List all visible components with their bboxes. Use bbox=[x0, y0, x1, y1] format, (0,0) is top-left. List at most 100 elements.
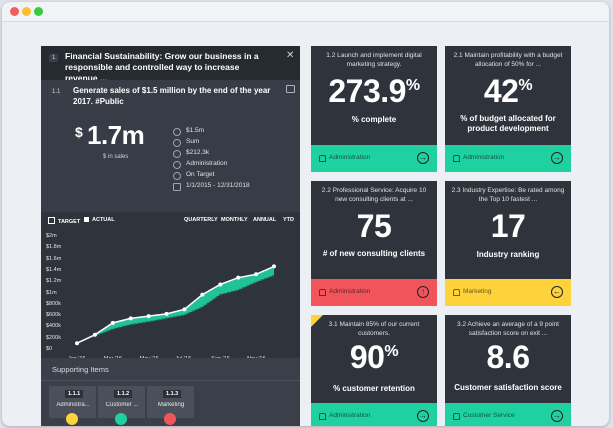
actual-point[interactable] bbox=[182, 307, 187, 312]
legend-actual-swatch bbox=[84, 217, 89, 222]
card-footer: Marketing ← bbox=[445, 279, 571, 306]
bell-icon bbox=[453, 289, 460, 296]
status-arrow-icon[interactable]: → bbox=[417, 410, 429, 422]
card-description: 3.1 Maintain 85% of our current customer… bbox=[328, 321, 420, 337]
y-tick-label: $1.2m bbox=[46, 278, 62, 285]
y-tick-label: $800k bbox=[46, 300, 61, 307]
y-tick-label: $400k bbox=[46, 323, 61, 330]
card-label: % complete bbox=[351, 115, 397, 124]
measure-title: Generate sales of $1.5 million by the en… bbox=[73, 86, 271, 106]
bell-icon bbox=[319, 289, 326, 296]
tab-monthly[interactable]: MONTHLY bbox=[221, 217, 248, 223]
clock-icon bbox=[173, 172, 181, 180]
supporting-items: Supporting Items 1.1.1 Administra... 1.1… bbox=[41, 358, 300, 426]
legend-target-swatch bbox=[48, 217, 55, 224]
card-footer: Administration ↑ bbox=[311, 279, 437, 306]
y-tick-label: $0 bbox=[46, 346, 53, 352]
objective-title: Financial Sustainability: Grow our busin… bbox=[65, 51, 259, 83]
actual-point[interactable] bbox=[200, 292, 205, 297]
status-arrow-icon[interactable]: → bbox=[551, 410, 563, 422]
y-tick-label: $600k bbox=[46, 312, 61, 319]
dollar-icon bbox=[173, 150, 181, 158]
card-label: Customer satisfaction score bbox=[454, 383, 562, 392]
tab-ytd[interactable]: YTD bbox=[283, 217, 294, 223]
comment-icon[interactable] bbox=[286, 85, 295, 93]
bell-icon bbox=[453, 413, 460, 420]
measure-card-3-1[interactable]: 3.1 Maintain 85% of our current customer… bbox=[311, 315, 437, 426]
card-value: 8.6 bbox=[486, 339, 530, 375]
y-tick-label: $200k bbox=[46, 334, 61, 341]
maximize-window-button[interactable] bbox=[34, 7, 43, 16]
actual-point[interactable] bbox=[110, 320, 115, 325]
measure-card-3-2[interactable]: 3.2 Achieve an average of a 9 point sati… bbox=[445, 315, 571, 426]
actual-point[interactable] bbox=[236, 275, 241, 280]
card-owner: Administration bbox=[329, 288, 371, 295]
card-owner: Marketing bbox=[463, 288, 492, 295]
close-window-button[interactable] bbox=[10, 7, 19, 16]
measure-card-2-3[interactable]: 2.3 Industry Expertise: Be rated among t… bbox=[445, 181, 571, 306]
legend-actual[interactable]: ACTUAL bbox=[84, 217, 115, 223]
supporting-item-1-1-2[interactable]: 1.1.2 Customer ... bbox=[98, 386, 145, 425]
objective-panel: 1 Financial Sustainability: Grow our bus… bbox=[41, 46, 300, 426]
window-titlebar bbox=[2, 2, 609, 22]
sum-icon bbox=[173, 139, 181, 147]
status-arrow-icon[interactable]: → bbox=[417, 152, 429, 164]
measure-card-1-2[interactable]: 1.2 Launch and implement digital marketi… bbox=[311, 46, 437, 172]
divider bbox=[41, 380, 300, 381]
actual-point[interactable] bbox=[128, 316, 133, 321]
measure-big-value: 1.7m bbox=[87, 120, 145, 150]
card-label: Industry ranking bbox=[476, 250, 540, 259]
actual-point[interactable] bbox=[146, 314, 151, 319]
supporting-item-1-1-3[interactable]: 1.1.3 Marketing bbox=[147, 386, 194, 425]
card-owner: Customer Service bbox=[463, 412, 515, 419]
target-icon bbox=[173, 128, 181, 136]
bell-icon bbox=[319, 413, 326, 420]
actual-point[interactable] bbox=[218, 282, 223, 287]
status-arrow-icon[interactable]: ↑ bbox=[417, 286, 429, 298]
card-label: % customer retention bbox=[333, 384, 415, 393]
legend-target[interactable]: TARGET bbox=[48, 217, 80, 225]
card-footer: Customer Service → bbox=[445, 403, 571, 426]
card-value: 90% bbox=[349, 339, 399, 375]
close-icon[interactable]: ✕ bbox=[286, 50, 295, 61]
y-tick-label: $1.8m bbox=[46, 244, 62, 251]
supporting-item-1-1-1[interactable]: 1.1.1 Administra... bbox=[49, 386, 96, 425]
person-icon bbox=[173, 161, 181, 169]
card-footer: Administration → bbox=[445, 145, 571, 172]
status-arrow-icon[interactable]: ← bbox=[551, 286, 563, 298]
actual-point[interactable] bbox=[254, 272, 259, 277]
tab-quarterly[interactable]: QUARTERLY bbox=[184, 217, 218, 223]
status-arrow-icon[interactable]: → bbox=[551, 152, 563, 164]
bell-icon bbox=[453, 155, 460, 162]
measure-number: 1.1 bbox=[49, 88, 64, 96]
card-owner: Administration bbox=[329, 412, 371, 419]
actual-point[interactable] bbox=[272, 264, 276, 269]
calendar-icon bbox=[173, 183, 181, 191]
y-tick-label: $2m bbox=[46, 233, 57, 239]
card-value: 17 bbox=[490, 208, 526, 244]
card-footer: Administration → bbox=[311, 145, 437, 172]
y-tick-label: $1m bbox=[46, 289, 57, 296]
card-value: 273.9% bbox=[328, 73, 420, 109]
status-dot bbox=[164, 413, 176, 425]
card-owner: Administration bbox=[463, 154, 505, 161]
card-footer: Administration → bbox=[311, 403, 437, 426]
tab-annual[interactable]: ANNUAL bbox=[253, 217, 277, 223]
currency-symbol: $ bbox=[75, 124, 83, 140]
actual-point[interactable] bbox=[164, 311, 169, 316]
card-value: 75 bbox=[356, 208, 392, 244]
actual-point[interactable] bbox=[75, 341, 79, 346]
measure-card-2-1[interactable]: 2.1 Maintain profitability with a budget… bbox=[445, 46, 571, 172]
card-description: 2.3 Industry Expertise: Be rated among t… bbox=[451, 187, 565, 203]
flag-corner bbox=[311, 315, 323, 327]
minimize-window-button[interactable] bbox=[22, 7, 31, 16]
y-tick-label: $1.6m bbox=[46, 255, 62, 262]
card-description: 2.2 Professional Service: Acquire 10 new… bbox=[321, 187, 427, 203]
actual-line bbox=[76, 265, 275, 344]
objective-number: 1 bbox=[49, 54, 59, 62]
status-dot bbox=[66, 413, 78, 425]
actual-point[interactable] bbox=[92, 332, 97, 337]
y-tick-label: $1.4m bbox=[46, 266, 62, 273]
card-description: 1.2 Launch and implement digital marketi… bbox=[326, 52, 422, 68]
measure-card-2-2[interactable]: 2.2 Professional Service: Acquire 10 new… bbox=[311, 181, 437, 306]
